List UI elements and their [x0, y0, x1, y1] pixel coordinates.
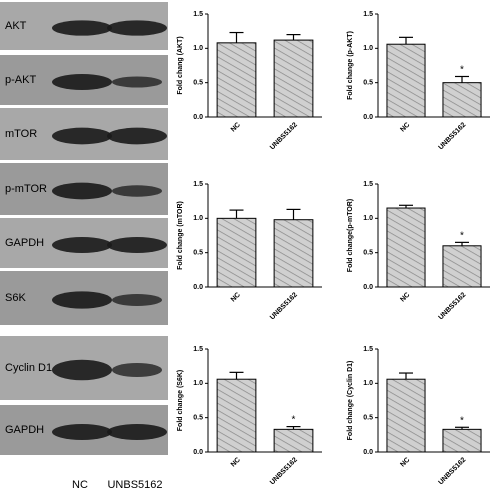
bar — [386, 207, 426, 288]
y-tick-label: 0.0 — [193, 449, 203, 456]
lane-label: NC — [72, 479, 88, 491]
blot-label: S6K — [5, 292, 26, 304]
bar — [273, 428, 314, 453]
y-tick-label: 1.5 — [363, 346, 373, 353]
y-tick-label: 1.5 — [363, 11, 373, 18]
y-tick-label: 0.5 — [363, 415, 373, 422]
x-tick-label: UNBS5162 — [437, 456, 467, 486]
blot-band — [112, 362, 162, 378]
y-tick-label: 1.5 — [363, 181, 373, 188]
blot-band — [52, 359, 112, 381]
y-tick-label: 0.5 — [193, 415, 203, 422]
y-axis-label: Fold change (p-AKT) — [347, 31, 354, 100]
y-tick-label: 1.0 — [363, 215, 373, 222]
y-tick-label: 0.0 — [193, 114, 203, 121]
y-tick-label: 1.0 — [193, 380, 203, 387]
y-axis-label: Fold change(p-mTOR) — [347, 199, 354, 272]
bar — [442, 428, 482, 453]
blot-band — [52, 424, 112, 440]
lane-label: UNBS5162 — [107, 479, 162, 491]
y-tick-label: 0.5 — [193, 250, 203, 257]
significance-mark: * — [460, 64, 464, 75]
y-tick-label: 0.5 — [363, 80, 373, 87]
x-tick-label: UNBS5162 — [269, 291, 299, 321]
bar — [216, 42, 257, 118]
bar — [386, 378, 426, 453]
significance-mark: * — [292, 415, 296, 426]
blot-band — [112, 185, 162, 197]
blot-band — [52, 291, 112, 309]
x-tick-label: UNBS5162 — [437, 121, 467, 151]
blot-band — [107, 127, 167, 145]
y-tick-label: 0.0 — [363, 114, 373, 121]
y-tick-label: 0.0 — [193, 284, 203, 291]
blot-label: GAPDH — [5, 424, 44, 436]
y-tick-label: 1.5 — [193, 11, 203, 18]
x-tick-label: NC — [399, 121, 411, 133]
y-axis-label: Fold change (mTOR) — [177, 201, 184, 270]
blot-label: p-mTOR — [5, 183, 47, 195]
blot-band — [52, 20, 112, 36]
significance-mark: * — [460, 230, 464, 241]
x-tick-label: UNBS5162 — [269, 456, 299, 486]
x-tick-label: NC — [230, 456, 242, 468]
y-tick-label: 1.0 — [363, 45, 373, 52]
y-axis-label: Fold chang (AKT) — [177, 36, 184, 94]
blot-label: GAPDH — [5, 237, 44, 249]
x-tick-label: NC — [399, 456, 411, 468]
y-tick-label: 0.0 — [363, 284, 373, 291]
blot-band — [107, 424, 167, 440]
x-tick-label: NC — [399, 291, 411, 303]
blot-label: mTOR — [5, 128, 37, 140]
blot-band — [107, 20, 167, 36]
y-tick-label: 1.0 — [193, 45, 203, 52]
blot-band — [112, 76, 162, 88]
y-axis-label: Fold change (Cyclin D1) — [347, 361, 354, 441]
blot-band — [52, 74, 112, 90]
bar — [216, 217, 257, 288]
x-tick-label: UNBS5162 — [269, 121, 299, 151]
bar — [273, 219, 314, 288]
y-tick-label: 1.5 — [193, 346, 203, 353]
bar — [442, 82, 482, 118]
y-axis-label: Fold change (S6K) — [177, 370, 184, 431]
bar — [442, 245, 482, 288]
y-tick-label: 0.0 — [363, 449, 373, 456]
y-tick-label: 0.5 — [363, 250, 373, 257]
y-tick-label: 1.0 — [363, 380, 373, 387]
blot-label: AKT — [5, 20, 27, 32]
y-tick-label: 1.5 — [193, 181, 203, 188]
y-tick-label: 1.0 — [193, 215, 203, 222]
bar — [386, 43, 426, 118]
blot-band — [52, 182, 112, 200]
blot-band — [52, 237, 112, 253]
bar — [273, 39, 314, 118]
blot-band — [112, 294, 162, 306]
blot-label: Cyclin D1 — [5, 362, 52, 374]
x-tick-label: UNBS5162 — [437, 291, 467, 321]
x-tick-label: NC — [230, 121, 242, 133]
x-tick-label: NC — [230, 291, 242, 303]
significance-mark: * — [460, 415, 464, 426]
blot-label: p-AKT — [5, 74, 36, 86]
y-tick-label: 0.5 — [193, 80, 203, 87]
blot-band — [52, 127, 112, 145]
bar — [216, 378, 257, 453]
blot-band — [107, 237, 167, 253]
